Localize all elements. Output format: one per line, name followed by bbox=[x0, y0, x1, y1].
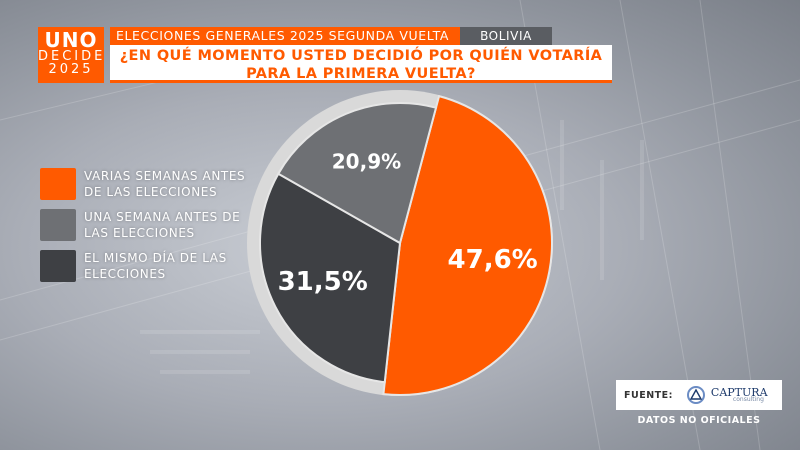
chart-question: ¿EN QUÉ MOMENTO USTED DECIDIÓ POR QUIÉN … bbox=[110, 45, 612, 83]
legend-item: VARIAS SEMANAS ANTES DE LAS ELECCIONES bbox=[40, 168, 254, 200]
legend-item: UNA SEMANA ANTES DE LAS ELECCIONES bbox=[40, 209, 254, 241]
pie-slice-label: 47,6% bbox=[448, 245, 538, 275]
header-title: ELECCIONES GENERALES 2025 SEGUNDA VUELTA bbox=[110, 27, 460, 45]
brand-logo: UNO DECIDE 2025 bbox=[38, 27, 104, 83]
legend-label: UNA SEMANA ANTES DE LAS ELECCIONES bbox=[84, 210, 241, 240]
source-label: FUENTE: bbox=[624, 389, 673, 401]
captura-logo-icon bbox=[686, 386, 705, 404]
brand-line-2: DECIDE bbox=[38, 49, 106, 64]
country-label: BOLIVIA bbox=[460, 27, 552, 45]
source-org-sub: consulting bbox=[732, 396, 764, 403]
legend-swatch bbox=[40, 168, 76, 200]
legend-label: EL MISMO DÍA DE LAS ELECCIONES bbox=[84, 251, 227, 281]
source-org: CAPTURA bbox=[710, 386, 768, 399]
captura-logo: CAPTURA consulting bbox=[685, 384, 768, 406]
chart-legend: VARIAS SEMANAS ANTES DE LAS ELECCIONES U… bbox=[40, 168, 254, 291]
pie-slice bbox=[276, 102, 438, 245]
brand-line-3: 2025 bbox=[48, 62, 94, 77]
brand-line-1: UNO bbox=[44, 28, 98, 52]
pie-slice bbox=[259, 172, 402, 384]
legend-swatch bbox=[40, 250, 76, 282]
source-box: FUENTE: CAPTURA consulting bbox=[616, 380, 782, 410]
disclaimer: DATOS NO OFICIALES bbox=[637, 415, 761, 426]
legend-label: VARIAS SEMANAS ANTES DE LAS ELECCIONES bbox=[84, 169, 246, 199]
legend-swatch bbox=[40, 209, 76, 241]
legend-item: EL MISMO DÍA DE LAS ELECCIONES bbox=[40, 250, 254, 282]
pie-slice bbox=[382, 94, 553, 396]
pie-slice-label: 31,5% bbox=[278, 267, 368, 297]
pie-slice-label: 20,9% bbox=[332, 149, 401, 173]
